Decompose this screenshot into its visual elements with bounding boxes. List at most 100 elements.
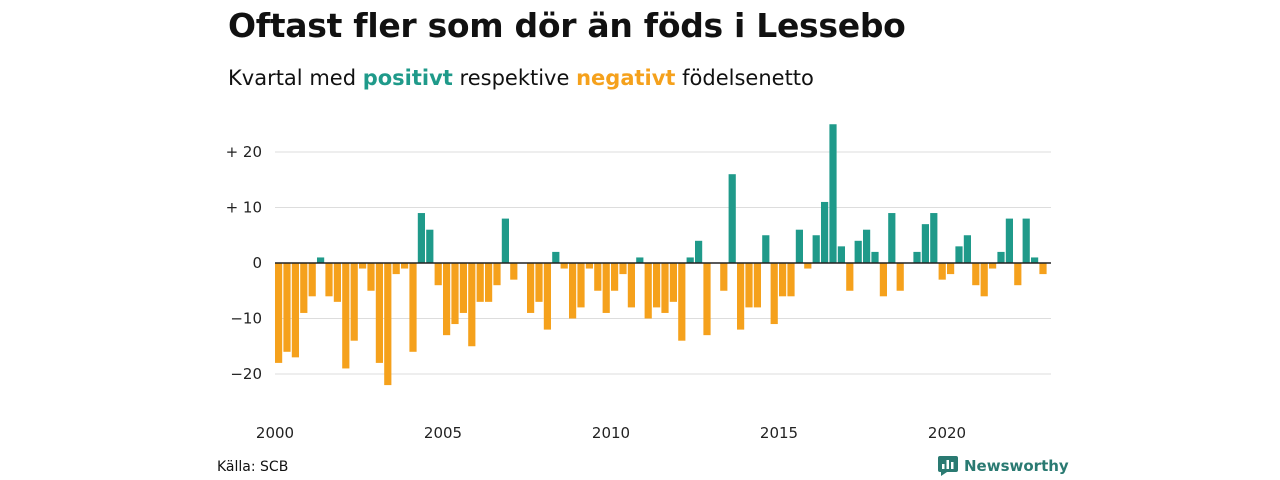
bar (468, 263, 476, 347)
newsworthy-chart-logo-icon (938, 456, 958, 476)
bar (443, 263, 451, 336)
bar (972, 263, 980, 286)
bar (1022, 218, 1030, 263)
bar (753, 263, 761, 308)
bar (585, 263, 593, 269)
bar (863, 229, 871, 263)
bar (989, 263, 997, 269)
x-axis-ticks: 2000 2005 2010 2015 2020 (256, 424, 966, 442)
bar (417, 213, 425, 263)
bar (888, 213, 896, 263)
bar (703, 263, 711, 336)
bar (720, 263, 728, 291)
y-tick-label: + 20 (226, 143, 262, 161)
bar (795, 229, 803, 263)
bar (333, 263, 341, 302)
bar (375, 263, 383, 363)
bar (728, 174, 736, 263)
bar (434, 263, 442, 286)
bar (459, 263, 467, 313)
bar (653, 263, 661, 308)
bar (770, 263, 778, 325)
bar (913, 251, 921, 263)
bar (552, 251, 560, 263)
bar (510, 263, 518, 280)
bar (846, 263, 854, 291)
bar (980, 263, 988, 297)
bar (963, 235, 971, 263)
brand-name: Newsworthy (964, 457, 1069, 475)
bars (275, 124, 1047, 386)
y-tick-label: 0 (252, 254, 262, 272)
bar (359, 263, 367, 269)
bar (569, 263, 577, 319)
bar (392, 263, 400, 275)
bar (451, 263, 459, 325)
subtitle-positive-word: positivt (362, 66, 453, 90)
bar (871, 251, 879, 263)
bar (426, 229, 434, 263)
bar (1039, 263, 1047, 275)
y-tick-label: −10 (230, 310, 262, 328)
x-tick-label: 2005 (424, 424, 462, 442)
bar (921, 224, 929, 263)
y-tick-label: + 10 (226, 199, 262, 217)
gridlines (275, 151, 1051, 375)
bar (695, 240, 703, 263)
subtitle-suffix: födelsenetto (682, 66, 814, 90)
x-tick-label: 2000 (256, 424, 294, 442)
bar (283, 263, 291, 352)
bar (577, 263, 585, 308)
bar (291, 263, 299, 358)
subtitle-negative-word: negativt (576, 66, 676, 90)
bar (308, 263, 316, 297)
bar (636, 257, 644, 263)
bar (745, 263, 753, 308)
bar (938, 263, 946, 280)
bar (644, 263, 652, 319)
x-tick-label: 2015 (760, 424, 798, 442)
bar (367, 263, 375, 291)
bar (837, 246, 845, 263)
bar (325, 263, 333, 297)
x-tick-label: 2020 (928, 424, 966, 442)
bar (527, 263, 535, 313)
bar (812, 235, 820, 263)
bar (401, 263, 409, 269)
bar (997, 251, 1005, 263)
bar (762, 235, 770, 263)
bar (879, 263, 887, 297)
chart-title: Oftast fler som dör än föds i Lessebo (228, 6, 906, 45)
bar (930, 213, 938, 263)
bar (661, 263, 669, 313)
source-note: Källa: SCB (217, 459, 289, 475)
bar (594, 263, 602, 291)
bar (611, 263, 619, 291)
bar (317, 257, 325, 263)
bar (535, 263, 543, 302)
bar (300, 263, 308, 313)
bar (669, 263, 677, 302)
bar (602, 263, 610, 313)
bar (947, 263, 955, 275)
bar (409, 263, 417, 352)
bar (485, 263, 493, 302)
bar (501, 218, 509, 263)
bar (787, 263, 795, 297)
bar (384, 263, 392, 386)
subtitle-prefix: Kvartal med (228, 66, 357, 90)
bar (821, 201, 829, 263)
y-axis-ticks: + 20 + 10 0 −10 −20 (226, 143, 262, 383)
bar (678, 263, 686, 341)
bar (342, 263, 350, 369)
bar (779, 263, 787, 297)
bar (275, 263, 283, 363)
bar (560, 263, 568, 269)
bar (737, 263, 745, 330)
bar (476, 263, 484, 302)
brand-logo[interactable]: Newsworthy (938, 456, 1069, 476)
subtitle-middle: respektive (459, 66, 570, 90)
bar (829, 124, 837, 263)
bar (543, 263, 551, 330)
